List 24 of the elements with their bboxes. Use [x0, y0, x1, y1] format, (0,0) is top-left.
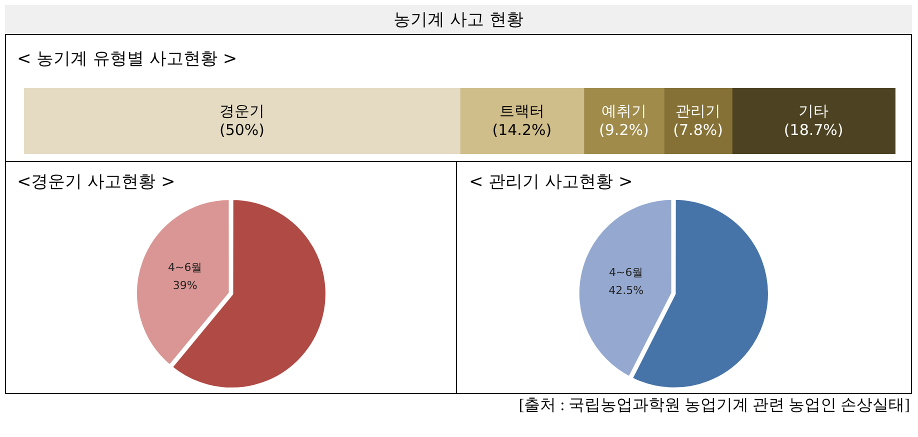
data-label: (7.8%) — [673, 120, 723, 139]
series-label: 경운기 — [220, 102, 264, 120]
bar — [460, 88, 584, 154]
series-label: 관리기 — [676, 102, 721, 120]
chart-title: 농기계 사고 현황 — [5, 5, 912, 35]
bar — [664, 88, 732, 154]
series-label: 예취기 — [601, 102, 646, 120]
data-label: (14.2%) — [492, 120, 552, 139]
chart-title: < 관리기 사고현황 > — [469, 171, 633, 193]
data-label: 42.5% — [608, 284, 644, 297]
slice-label: 4~6월 — [608, 266, 644, 279]
data-label: 39% — [172, 278, 198, 292]
bar — [583, 88, 664, 154]
data-label: (9.2%) — [599, 120, 649, 139]
series-label: 기타 — [798, 102, 829, 120]
slice-label: 4~6월 — [168, 260, 202, 274]
text: [출처 : 국립농업과학원 농업기계 관련 농업인 손상실태] — [518, 396, 910, 416]
bar — [24, 88, 460, 154]
data-label: (18.7%) — [784, 120, 844, 139]
chart-title: <경운기 사고현황 > — [17, 171, 176, 193]
chart-subtitle: < 농기계 유형별 사고현황 > — [17, 48, 238, 70]
series-label: 트랙터 — [499, 102, 544, 120]
bar — [732, 88, 896, 154]
data-label: (50%) — [219, 120, 265, 139]
